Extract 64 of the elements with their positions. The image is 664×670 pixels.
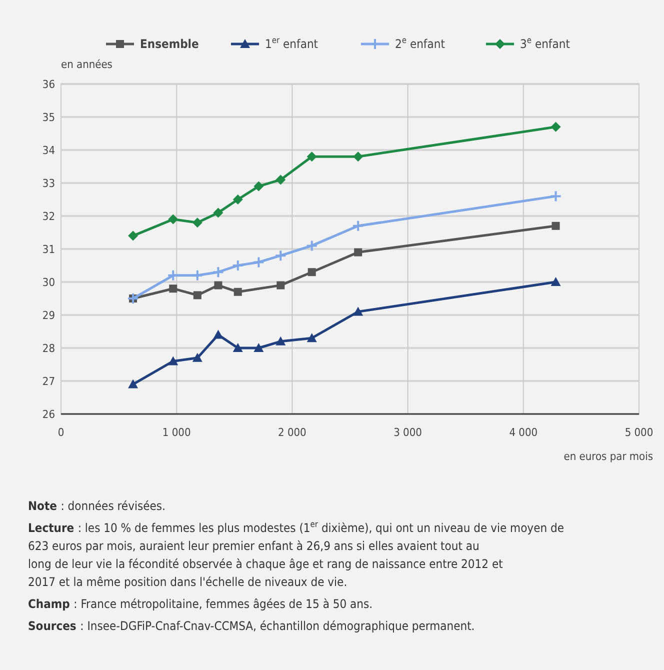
point <box>552 222 560 230</box>
point <box>212 266 224 278</box>
point <box>167 269 180 282</box>
point <box>254 181 264 192</box>
source-note: Sources : Insee-DGFiP-Cnaf-Cnav-CCMSA, échantillon démographique permanent. <box>28 619 475 633</box>
y-tick-label: 32 <box>42 210 55 223</box>
point <box>232 343 243 352</box>
point <box>352 220 364 232</box>
point <box>191 269 204 282</box>
point <box>232 194 243 204</box>
y-tick-label: 28 <box>42 342 55 355</box>
x-axis-title: en euros par mois <box>564 450 653 463</box>
point <box>353 306 364 316</box>
point <box>168 214 178 224</box>
text: Lecture : les 10 % de femmes les plus modestes (1$^{er}$ dixième), qui ont un niveau de vie moyen de 623 euros par mois, auraient leur premier enfant à 26,9 ans si elles avaient tout au long de leur vie la fécondité observée à chaque âge et rang de naissance entre 2012 et 2017 et la même position dans l'échelle de niveaux de vie. <box>28 519 564 589</box>
point <box>169 284 178 293</box>
point <box>128 379 138 388</box>
point <box>234 288 242 296</box>
y-tick-label: 34 <box>42 144 55 157</box>
point <box>213 208 224 218</box>
point <box>308 268 316 276</box>
x-tick-label: 0 <box>58 426 64 439</box>
legend-label: Ensemble <box>140 37 199 51</box>
point <box>306 240 318 252</box>
y-tick-label: 31 <box>42 242 55 256</box>
x-tick-label: 3 000 <box>394 426 422 439</box>
point <box>168 356 178 366</box>
y-tick-label: 30 <box>42 276 55 289</box>
point <box>274 250 287 262</box>
point <box>276 174 286 185</box>
point <box>193 291 202 300</box>
legend-label: 2$^{e}$ enfant <box>395 35 445 51</box>
legend-label: 1$^{er}$ enfant <box>265 35 318 51</box>
y-tick-label: 36 <box>42 78 55 91</box>
x-tick-label: 4 000 <box>509 426 538 439</box>
point <box>550 122 561 132</box>
y-axis-title: en années <box>61 58 112 71</box>
x-tick-label: 1 000 <box>162 426 191 439</box>
point <box>232 260 244 272</box>
legend-label: 3$^{e}$ enfant <box>520 35 570 51</box>
point <box>192 218 202 228</box>
point <box>254 343 264 352</box>
point <box>550 277 561 286</box>
y-tick-label: 35 <box>42 110 55 124</box>
y-tick-label: 27 <box>42 374 55 388</box>
point <box>276 336 286 346</box>
point <box>214 281 222 290</box>
y-tick-label: 29 <box>42 308 55 322</box>
point <box>192 352 202 362</box>
point <box>354 248 362 256</box>
text: Champ : France métropolitaine, femmes âgées de 15 à 50 ans. <box>28 597 373 611</box>
point <box>276 281 285 290</box>
y-tick-label: 26 <box>42 408 55 421</box>
point <box>213 330 224 339</box>
point <box>306 333 317 342</box>
x-tick-label: 2 000 <box>278 426 306 439</box>
point <box>353 152 364 162</box>
point <box>128 230 138 241</box>
text: Note : données révisées. <box>28 499 166 513</box>
point <box>550 190 562 202</box>
point <box>252 256 265 268</box>
x-tick-label: 5 000 <box>624 426 654 439</box>
point <box>306 152 317 162</box>
y-tick-label: 33 <box>42 176 55 190</box>
